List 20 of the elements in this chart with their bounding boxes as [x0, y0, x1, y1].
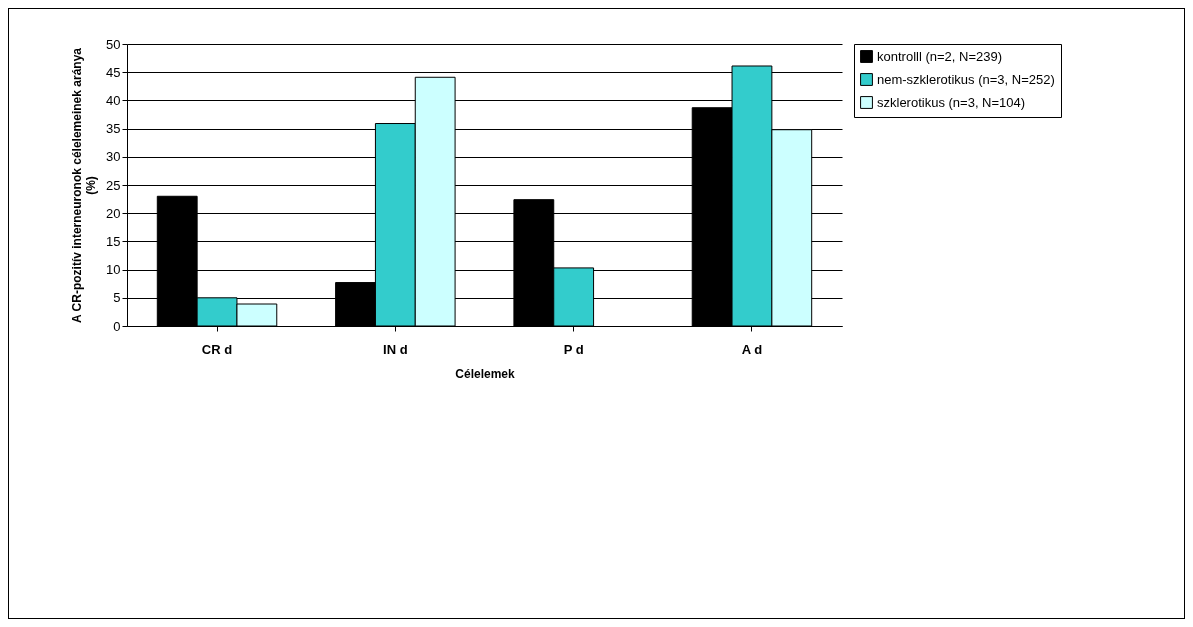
legend-label: szklerotikus (n=3, N=104) [877, 94, 1026, 110]
legend-label: kontrolll (n=2, N=239) [877, 48, 1003, 64]
x-tick-label: A d [741, 341, 763, 357]
y-tick-label: 30 [106, 149, 121, 165]
y-axis-title: A CR-pozitív interneuronok célelemeinek aránya (%) [70, 47, 99, 323]
x-axis-title: Célelemek [455, 366, 516, 381]
y-tick-label: 25 [106, 177, 121, 193]
x-tick-label: IN d [383, 341, 408, 357]
y-tick-label: 0 [113, 318, 121, 334]
y-tick-label: 45 [106, 64, 121, 80]
y-tick-label: 40 [106, 92, 121, 108]
y-tick-label: 20 [106, 205, 121, 221]
x-tick-label: P d [563, 341, 584, 357]
y-tick-label: 5 [113, 290, 121, 306]
y-tick-label: 10 [106, 262, 121, 278]
y-tick-label: 35 [106, 121, 121, 137]
y-tick-label: 15 [106, 233, 121, 249]
x-tick-label: CR d [201, 341, 233, 357]
y-tick-label: 50 [106, 36, 121, 52]
legend-label: nem-szklerotikus (n=3, N=252) [877, 71, 1055, 87]
